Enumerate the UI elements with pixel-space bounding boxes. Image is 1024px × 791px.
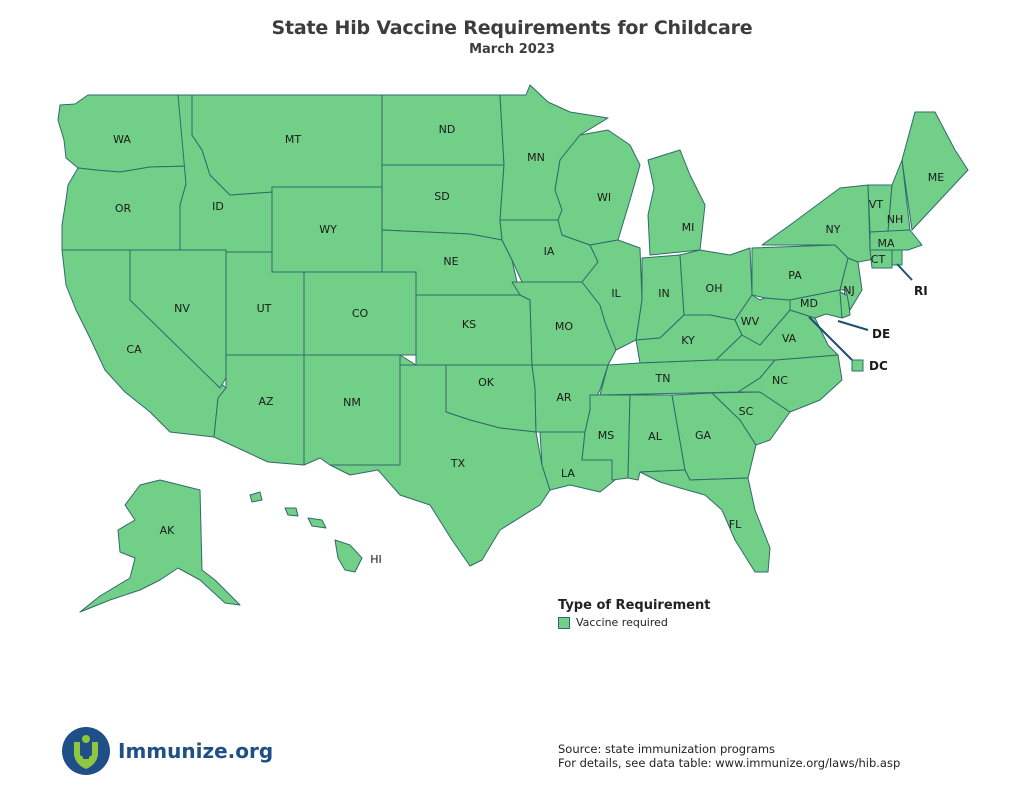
- immunize-logo[interactable]: Immunize.org: [62, 727, 273, 775]
- label-sc: SC: [739, 405, 754, 418]
- label-co: CO: [352, 307, 369, 320]
- ri-leader-line: [896, 263, 913, 281]
- label-ar: AR: [556, 391, 572, 404]
- state-nv[interactable]: [129, 249, 227, 389]
- legend-item-label: Vaccine required: [576, 616, 668, 629]
- label-oh: OH: [706, 282, 723, 295]
- label-il: IL: [611, 287, 621, 300]
- state-hi-1[interactable]: [249, 491, 263, 503]
- label-in: IN: [658, 287, 669, 300]
- label-vt: VT: [869, 198, 884, 211]
- label-ky: KY: [681, 334, 695, 347]
- state-ri[interactable]: [891, 249, 903, 266]
- label-ia: IA: [544, 245, 555, 258]
- label-hi: HI: [370, 553, 382, 566]
- label-id: ID: [212, 200, 224, 213]
- label-pa: PA: [788, 269, 802, 282]
- label-dc: DC: [869, 359, 888, 373]
- label-wv: WV: [741, 315, 760, 328]
- state-nm[interactable]: [303, 354, 401, 466]
- label-ok: OK: [478, 376, 495, 389]
- de-leader-line: [837, 320, 869, 331]
- label-ma: MA: [877, 237, 894, 250]
- legend: Type of Requirement Vaccine required: [558, 598, 710, 629]
- label-mo: MO: [555, 320, 573, 333]
- dc-leader-line: [808, 316, 853, 361]
- label-al: AL: [648, 430, 663, 443]
- source-note: Source: state immunization programs For …: [558, 742, 900, 770]
- state-ct[interactable]: [869, 249, 893, 269]
- state-me[interactable]: [901, 111, 969, 231]
- label-az: AZ: [258, 395, 274, 408]
- legend-title: Type of Requirement: [558, 598, 711, 613]
- label-or: OR: [115, 202, 132, 215]
- label-de: DE: [872, 327, 890, 341]
- state-ak[interactable]: [79, 479, 241, 613]
- label-mi: MI: [682, 221, 695, 234]
- state-fl[interactable]: [639, 469, 771, 573]
- label-ri: RI: [914, 284, 928, 298]
- label-fl: FL: [729, 518, 742, 531]
- label-mt: MT: [285, 133, 301, 146]
- label-sd: SD: [434, 190, 449, 203]
- logo-shield-icon: [62, 727, 110, 775]
- label-ny: NY: [826, 223, 841, 236]
- state-az[interactable]: [213, 354, 305, 466]
- label-me: ME: [928, 171, 944, 184]
- label-ca: CA: [126, 343, 142, 356]
- state-nc[interactable]: [737, 354, 843, 413]
- map-subtitle: March 2023: [469, 42, 555, 57]
- map-title: State Hib Vaccine Requirements for Child…: [271, 17, 753, 39]
- label-nm: NM: [343, 396, 361, 409]
- source-line: Source: state immunization programs: [558, 742, 776, 756]
- label-nj: NJ: [843, 284, 854, 297]
- label-ak: AK: [160, 524, 176, 537]
- label-tx: TX: [450, 457, 466, 470]
- state-ma[interactable]: [869, 229, 923, 251]
- label-nd: ND: [439, 123, 456, 136]
- label-ct: CT: [871, 253, 886, 266]
- label-nv: NV: [174, 302, 190, 315]
- label-wi: WI: [597, 191, 611, 204]
- state-tx[interactable]: [329, 364, 551, 567]
- label-ga: GA: [695, 429, 712, 442]
- label-nc: NC: [772, 374, 788, 387]
- label-ne: NE: [443, 255, 458, 268]
- label-wa: WA: [113, 133, 131, 146]
- label-la: LA: [561, 467, 575, 480]
- label-ms: MS: [598, 429, 614, 442]
- label-md: MD: [800, 297, 818, 310]
- state-il[interactable]: [581, 239, 643, 351]
- label-mn: MN: [527, 151, 545, 164]
- label-tn: TN: [655, 372, 671, 385]
- label-ut: UT: [257, 302, 272, 315]
- logo-text: Immunize.org: [118, 739, 274, 763]
- dc-marker[interactable]: [851, 359, 864, 372]
- state-mi[interactable]: [647, 149, 706, 256]
- label-ks: KS: [462, 318, 476, 331]
- label-wy: WY: [319, 223, 337, 236]
- label-nh: NH: [887, 213, 904, 226]
- legend-swatch: [558, 616, 570, 629]
- state-hi-3[interactable]: [307, 517, 327, 529]
- state-hi-big[interactable]: [334, 539, 363, 573]
- label-va: VA: [782, 332, 797, 345]
- details-line: For details, see data table: www.immuniz…: [558, 756, 901, 770]
- legend-item-vaccine-required: Vaccine required: [558, 616, 710, 629]
- state-hi-2[interactable]: [284, 507, 299, 517]
